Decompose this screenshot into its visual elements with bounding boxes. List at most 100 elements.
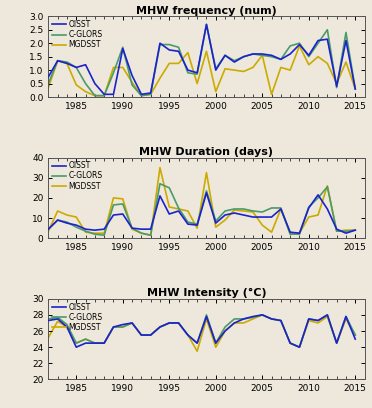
Legend: OISST, C-GLORS, MGDSST: OISST, C-GLORS, MGDSST xyxy=(51,301,104,333)
OISST xyxy=(195,341,199,346)
MGDSST xyxy=(111,324,116,329)
MGDSST xyxy=(204,317,209,322)
C-GLORS xyxy=(93,232,97,237)
C-GLORS xyxy=(195,341,199,346)
OISST xyxy=(158,193,162,198)
MGDSST xyxy=(158,165,162,170)
MGDSST xyxy=(251,317,255,322)
MGDSST xyxy=(148,233,153,237)
Line: OISST: OISST xyxy=(48,315,355,347)
MGDSST xyxy=(232,208,237,213)
C-GLORS xyxy=(334,229,339,234)
OISST xyxy=(269,317,274,322)
OISST xyxy=(251,314,255,319)
MGDSST xyxy=(83,230,88,235)
C-GLORS xyxy=(139,333,144,337)
MGDSST xyxy=(130,80,134,85)
C-GLORS xyxy=(307,54,311,59)
MGDSST xyxy=(307,215,311,220)
MGDSST xyxy=(353,333,357,337)
MGDSST xyxy=(176,321,181,326)
OISST xyxy=(204,314,209,319)
MGDSST xyxy=(279,206,283,211)
OISST xyxy=(353,86,357,91)
C-GLORS xyxy=(46,227,51,232)
C-GLORS xyxy=(223,208,227,213)
MGDSST xyxy=(139,231,144,236)
Line: OISST: OISST xyxy=(48,24,355,94)
MGDSST xyxy=(260,53,264,58)
MGDSST xyxy=(325,314,330,319)
C-GLORS xyxy=(186,333,190,337)
C-GLORS xyxy=(130,321,134,326)
MGDSST xyxy=(121,324,125,329)
C-GLORS xyxy=(93,341,97,346)
OISST xyxy=(307,53,311,58)
MGDSST xyxy=(223,67,227,71)
MGDSST xyxy=(325,61,330,66)
OISST xyxy=(148,227,153,232)
C-GLORS xyxy=(139,231,144,236)
C-GLORS xyxy=(334,341,339,346)
MGDSST xyxy=(167,204,171,209)
C-GLORS xyxy=(260,313,264,317)
MGDSST xyxy=(288,231,292,236)
MGDSST xyxy=(158,76,162,81)
C-GLORS xyxy=(186,70,190,75)
OISST xyxy=(186,333,190,337)
C-GLORS xyxy=(130,82,134,87)
OISST xyxy=(232,60,237,64)
MGDSST xyxy=(93,93,97,98)
MGDSST xyxy=(279,318,283,323)
C-GLORS xyxy=(121,45,125,50)
C-GLORS xyxy=(74,65,78,70)
OISST xyxy=(279,57,283,62)
OISST xyxy=(316,193,320,197)
OISST xyxy=(269,215,274,220)
OISST xyxy=(93,341,97,346)
OISST xyxy=(111,92,116,97)
MGDSST xyxy=(195,81,199,86)
OISST xyxy=(334,227,339,232)
MGDSST xyxy=(353,86,357,91)
Line: C-GLORS: C-GLORS xyxy=(48,184,355,235)
MGDSST xyxy=(74,341,78,346)
OISST xyxy=(214,221,218,226)
C-GLORS xyxy=(344,229,348,234)
MGDSST xyxy=(46,335,51,340)
C-GLORS xyxy=(111,70,116,75)
MGDSST xyxy=(93,231,97,236)
C-GLORS xyxy=(325,184,330,189)
C-GLORS xyxy=(83,337,88,341)
MGDSST xyxy=(279,65,283,70)
C-GLORS xyxy=(251,315,255,320)
MGDSST xyxy=(176,206,181,211)
MGDSST xyxy=(223,217,227,222)
OISST xyxy=(111,213,116,217)
C-GLORS xyxy=(167,321,171,326)
MGDSST xyxy=(297,44,302,49)
OISST xyxy=(279,318,283,323)
MGDSST xyxy=(139,333,144,337)
MGDSST xyxy=(316,213,320,217)
OISST xyxy=(65,61,69,66)
C-GLORS xyxy=(65,60,69,64)
C-GLORS xyxy=(251,208,255,213)
C-GLORS xyxy=(74,225,78,230)
Line: C-GLORS: C-GLORS xyxy=(48,315,355,347)
MGDSST xyxy=(130,227,134,232)
OISST xyxy=(139,92,144,97)
MGDSST xyxy=(83,89,88,94)
MGDSST xyxy=(307,62,311,67)
C-GLORS xyxy=(241,206,246,211)
C-GLORS xyxy=(214,219,218,224)
OISST xyxy=(176,49,181,54)
C-GLORS xyxy=(288,44,292,49)
OISST xyxy=(260,51,264,56)
C-GLORS xyxy=(260,210,264,215)
OISST xyxy=(204,22,209,27)
C-GLORS xyxy=(46,317,51,322)
OISST xyxy=(121,46,125,51)
C-GLORS xyxy=(232,58,237,63)
MGDSST xyxy=(325,183,330,188)
